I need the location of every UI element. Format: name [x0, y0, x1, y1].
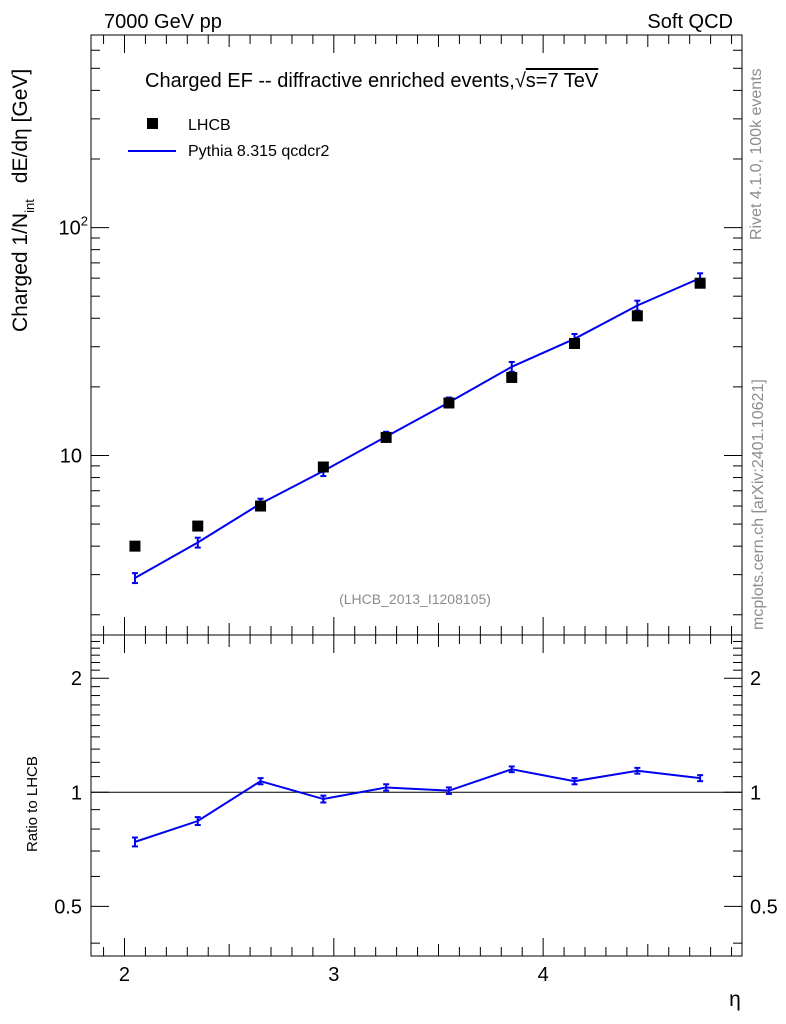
data-point [317, 461, 329, 473]
ratio-plot-frame [90, 634, 743, 957]
ratio-axis-ticks: 0.5 0.5 1 1 2 2 2 3 4 [54, 635, 778, 986]
plot-title: Charged EF -- diffractive enriched event… [145, 70, 599, 92]
header-beam-label: 7000 GeV pp [104, 11, 222, 33]
main-plot-panel: 10 102 [59, 34, 743, 636]
header-category-label: Soft QCD [647, 11, 733, 33]
x-tick-label: 4 [538, 964, 549, 986]
x-tick-label: 3 [328, 964, 339, 986]
main-axis-ticks: 10 102 [59, 34, 742, 635]
ratio-series-layer [91, 765, 742, 848]
data-point [255, 500, 267, 512]
legend-mc-label: Pythia 8.315 qcdcr2 [188, 143, 330, 160]
x-axis-label: η [729, 988, 741, 1011]
mc-series-layer [131, 272, 704, 585]
ratio-y-tick-label-right: 2 [750, 668, 761, 690]
ratio-y-tick-label: 2 [71, 668, 82, 690]
main-y-axis-label: Charged 1/NintdE/dη [GeV] [9, 69, 37, 332]
data-point [631, 310, 643, 322]
mcplots-source-label: mcplots.cern.ch [arXiv:2401.10621] [750, 379, 767, 630]
main-y-tick-label: 102 [59, 214, 88, 240]
x-tick-label: 2 [119, 964, 130, 986]
legend: LHCB Pythia 8.315 qcdcr2 [128, 117, 330, 160]
legend-data-label: LHCB [188, 117, 231, 134]
data-point [694, 277, 706, 289]
ratio-y-tick-label-right: 0.5 [750, 896, 778, 918]
legend-data-marker [147, 118, 158, 129]
ratio-y-axis-label: Ratio to LHCB [24, 756, 41, 852]
data-point [569, 337, 581, 349]
ratio-line [134, 768, 701, 843]
mc-line [134, 277, 701, 579]
data-point [506, 371, 518, 383]
ratio-plot-panel: 0.5 0.5 1 1 2 2 2 3 4 [54, 634, 778, 986]
main-y-tick-label: 10 [60, 445, 82, 467]
rivet-version-label: Rivet 4.1.0, 100k events [748, 68, 765, 240]
data-series-layer [129, 277, 706, 552]
ratio-y-tick-label: 0.5 [54, 896, 82, 918]
ratio-y-tick-label-right: 1 [750, 782, 761, 804]
data-point [443, 397, 455, 409]
analysis-id-label: (LHCB_2013_I1208105) [339, 591, 491, 607]
ratio-y-tick-label: 1 [71, 782, 82, 804]
data-point [380, 431, 392, 443]
data-point [129, 540, 141, 552]
data-point [192, 520, 204, 532]
